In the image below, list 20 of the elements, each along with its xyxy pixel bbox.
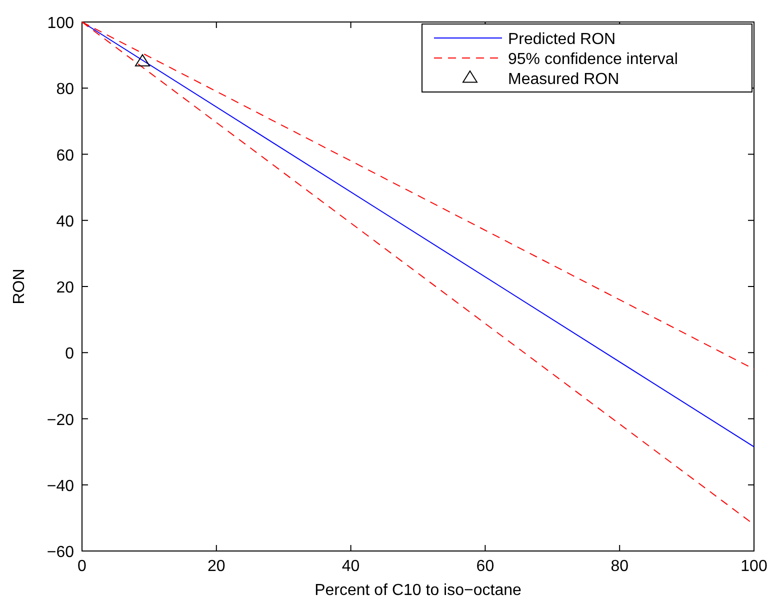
y-tick-label: −40: [46, 478, 74, 495]
y-tick-label: 80: [56, 81, 74, 98]
legend-label: 95% confidence interval: [508, 51, 678, 68]
legend-label: Measured RON: [508, 71, 620, 88]
y-tick-label: −20: [46, 412, 74, 429]
legend-label: Predicted RON: [508, 31, 616, 48]
x-tick-label: 80: [610, 558, 629, 575]
x-tick-label: 60: [476, 558, 494, 575]
x-axis-title: Percent of C10 to iso−octane: [314, 582, 522, 599]
y-axis-title: RON: [11, 268, 28, 304]
x-tick-label: 0: [78, 558, 87, 575]
x-tick-label: 100: [740, 558, 768, 575]
y-tick-label: 20: [56, 280, 74, 296]
y-tick-label: 60: [56, 147, 74, 164]
y-tick-label: 0: [65, 346, 74, 363]
y-tick-label: −60: [46, 544, 74, 561]
x-tick-label: 20: [208, 558, 226, 575]
y-tick-label: 40: [56, 213, 74, 230]
x-tick-label: 40: [342, 558, 360, 575]
y-tick-label: 100: [47, 15, 74, 32]
